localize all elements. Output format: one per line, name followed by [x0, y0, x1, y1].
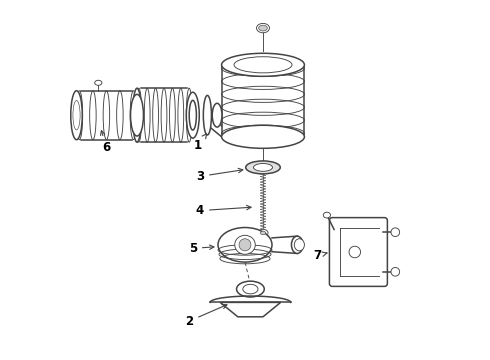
Text: 6: 6 [100, 131, 111, 154]
Text: 2: 2 [185, 305, 227, 328]
Ellipse shape [391, 267, 400, 276]
Ellipse shape [349, 246, 361, 258]
Ellipse shape [261, 231, 266, 235]
Polygon shape [220, 302, 281, 317]
Text: 3: 3 [196, 168, 243, 183]
Ellipse shape [235, 235, 255, 254]
Ellipse shape [130, 94, 144, 136]
Bar [272, 236, 297, 253]
Ellipse shape [391, 228, 400, 237]
Ellipse shape [257, 23, 270, 33]
FancyBboxPatch shape [329, 217, 388, 287]
Ellipse shape [212, 103, 222, 127]
Ellipse shape [133, 88, 141, 142]
Ellipse shape [237, 281, 264, 297]
Ellipse shape [139, 88, 189, 142]
Text: 1: 1 [194, 134, 207, 152]
Ellipse shape [203, 95, 211, 135]
Ellipse shape [221, 53, 304, 76]
Text: 5: 5 [189, 242, 214, 255]
Text: 4: 4 [196, 204, 251, 217]
Polygon shape [207, 105, 221, 137]
Ellipse shape [292, 236, 303, 253]
Text: 7: 7 [313, 249, 327, 262]
Ellipse shape [258, 229, 268, 237]
Ellipse shape [79, 91, 133, 140]
Ellipse shape [239, 239, 251, 251]
Ellipse shape [234, 57, 292, 73]
Ellipse shape [323, 212, 330, 218]
Ellipse shape [243, 284, 258, 294]
Ellipse shape [95, 80, 102, 85]
Ellipse shape [253, 163, 272, 171]
Ellipse shape [71, 91, 82, 140]
Polygon shape [210, 296, 291, 302]
Ellipse shape [259, 25, 268, 31]
Ellipse shape [189, 100, 196, 130]
Ellipse shape [186, 92, 199, 138]
Ellipse shape [294, 239, 304, 251]
Bar [221, 65, 304, 137]
Ellipse shape [221, 125, 304, 148]
Ellipse shape [218, 228, 272, 262]
Ellipse shape [245, 161, 280, 174]
